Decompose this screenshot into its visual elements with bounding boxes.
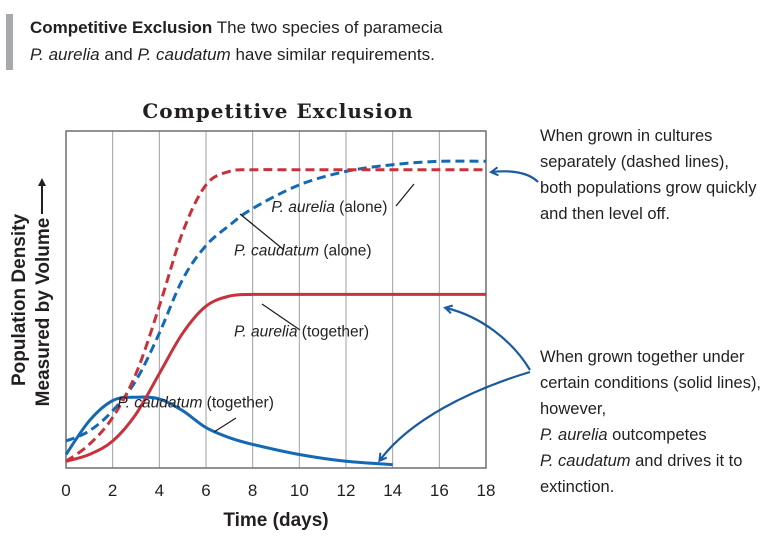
chart-series (64, 159, 487, 467)
caption-species-1: P. aurelia (30, 45, 100, 64)
arrow-to-caudatum-extinction-icon (380, 370, 531, 460)
caption-text-2: and (99, 45, 138, 64)
plot-frame (65, 130, 487, 469)
x-tick-labels: 0 2 4 6 8 10 12 14 16 18 (61, 481, 495, 500)
x-tick-label: 4 (155, 481, 164, 500)
chart-annotations: P. aurelia (alone) P. caudatum (alone) P. … (117, 199, 387, 411)
x-tick-label: 16 (430, 481, 449, 500)
y-axis-label-line-1: Population Density (9, 214, 30, 387)
x-tick-label: 0 (61, 481, 70, 500)
chart-grid (112, 131, 440, 468)
series-line-1 (65, 159, 487, 443)
note-together-text-3: and drives it to extinction. (540, 452, 743, 496)
x-axis-label: Time (days) (223, 510, 328, 531)
y-axis-label: Population Density Measured by Volume (9, 178, 54, 407)
annotation-leader-line (239, 213, 285, 251)
note-species-1: P. aurelia (540, 426, 608, 444)
x-tick-label: 6 (201, 481, 210, 500)
caption-text-3: have similar requirements. (230, 45, 435, 64)
caption-accent-bar (6, 14, 13, 70)
caption-species-2: P. caudatum (137, 45, 231, 64)
note-together-text-1: When grown together under certain condit… (540, 348, 762, 418)
arrow-to-aurelia-together-icon (446, 308, 531, 371)
y-axis-label-line-2: Measured by Volume (33, 218, 54, 407)
note-grown-together: When grown together under certain condit… (540, 344, 765, 500)
series-annotation-label: P. caudatum (alone) (234, 243, 372, 260)
caption-title: Competitive Exclusion (30, 18, 213, 37)
figure-caption: Competitive Exclusion The two species of… (30, 14, 550, 68)
x-tick-label: 18 (477, 481, 496, 500)
annotation-leader-line (261, 303, 301, 331)
series-annotation-label: P. aurelia (together) (234, 324, 369, 341)
chart-title: Competitive Exclusion (142, 99, 413, 123)
arrow-to-dashed-lines-icon (492, 171, 539, 183)
note-together-text-2: outcompetes (607, 426, 707, 444)
x-tick-label: 2 (108, 481, 117, 500)
annotation-leader-line (395, 183, 415, 207)
series-line-0 (65, 168, 486, 463)
annotation-leaders (213, 183, 415, 433)
series-annotation-label: P. caudatum (together) (117, 394, 274, 411)
x-tick-label: 14 (383, 481, 402, 500)
annotation-leader-line (213, 417, 237, 433)
x-tick-label: 12 (337, 481, 356, 500)
x-tick-label: 10 (290, 481, 309, 500)
note-species-2: P. caudatum (540, 452, 631, 470)
x-tick-label: 8 (248, 481, 257, 500)
series-line-3 (64, 395, 393, 467)
series-annotation-label: P. aurelia (alone) (271, 199, 387, 216)
note-separate-cultures: When grown in cultures separately (dashe… (540, 127, 757, 223)
series-line-2 (65, 292, 486, 463)
caption-text-1: The two species of paramecia (212, 18, 443, 37)
